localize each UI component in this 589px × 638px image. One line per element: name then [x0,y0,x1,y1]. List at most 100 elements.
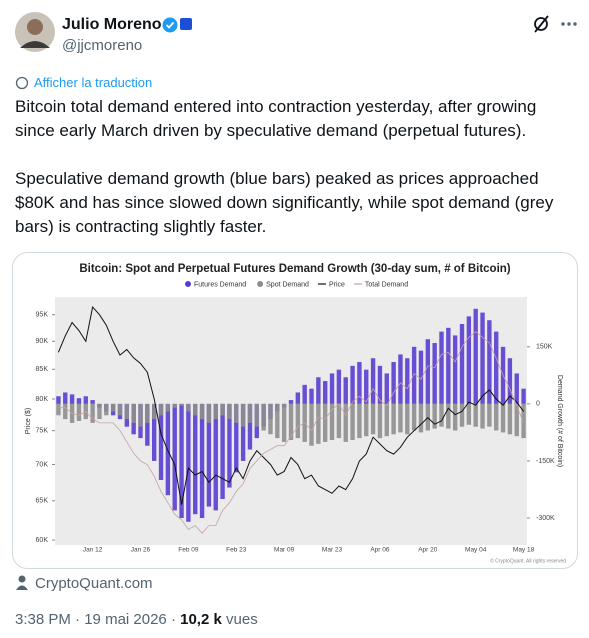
card-source[interactable]: CryptoQuant.com [35,575,153,592]
bar [364,369,369,404]
bar [343,377,348,404]
bar [370,403,376,435]
bar [63,392,68,404]
bar [145,403,150,446]
bar [247,403,253,450]
bar [384,373,389,404]
bar [452,335,458,404]
author-handle[interactable]: @jjcmoreno [62,37,143,54]
bar [377,403,383,439]
bar [507,358,513,404]
bar [466,403,472,425]
bar [405,403,410,435]
bar [281,403,287,442]
x-tick-label: Apr 20 [418,547,438,554]
bar [240,403,246,427]
bar [418,350,424,404]
date[interactable]: 19 mai 2026 [84,611,167,628]
bar [151,403,157,420]
bar [193,403,198,515]
views-label: vues [226,611,258,628]
avatar-face [27,19,43,35]
bar [56,396,61,404]
bar [343,403,348,442]
more-dot[interactable] [561,22,565,26]
bar [323,381,328,404]
bar [275,403,280,439]
legend-label: Price [329,281,345,288]
line [58,331,524,534]
bar [138,403,143,427]
y-tick-label: 80K [36,396,49,403]
bar [227,403,232,420]
bar [446,403,451,429]
y-tick-label: 70K [36,461,49,468]
bar [480,312,485,404]
paragraph: Speculative demand growth (blue bars) pe… [15,169,554,236]
y2-tick-label: -300K [536,515,555,522]
bar [432,403,437,429]
bar [459,403,465,427]
bar [288,400,294,404]
bar [350,365,355,404]
bar [411,403,417,431]
bar [186,403,191,522]
bar [432,343,437,404]
bar [370,358,376,404]
bar [206,403,212,507]
bar [295,403,301,439]
bar [425,339,431,404]
bar [124,403,130,420]
bar [227,403,232,488]
translate-link[interactable]: Afficher la traduction [34,75,153,90]
bar [350,403,355,441]
bar [220,403,225,499]
bar [418,403,424,433]
y2-tick-label: 0 [536,401,540,408]
bar [110,403,116,412]
bar [323,403,328,442]
bar [439,331,444,404]
time[interactable]: 3:38 PM [15,611,71,628]
bar [487,403,492,427]
bar [494,403,499,431]
bar [234,403,239,473]
x-tick-label: Jan 26 [131,547,151,554]
verified-badge [162,17,178,33]
bar [302,384,307,404]
bar [158,403,164,480]
affiliate-badge [180,18,192,30]
bar [76,403,82,421]
bar [480,403,485,429]
bar [90,403,95,423]
bar [63,403,68,420]
bar [97,403,102,420]
more-dot [573,22,577,26]
y-tick-label: 95K [36,312,49,319]
chart-title: Bitcoin: Spot and Perpetual Futures Dema… [79,263,510,275]
bar [69,394,75,404]
bar [384,403,389,437]
bar [459,324,465,404]
bar [357,362,362,404]
bar [172,403,177,511]
bar [398,403,403,433]
bar [521,403,526,439]
bar [165,403,171,412]
author-name[interactable]: Julio Moreno [62,16,162,33]
paragraph: Bitcoin total demand entered into contra… [15,97,537,140]
y-tick-label: 65K [36,498,49,505]
legend-label: Total Demand [365,281,408,288]
bar [405,358,410,404]
bar [295,392,301,404]
bar [316,377,321,404]
y-tick-label: 85K [36,366,49,373]
line [57,306,525,505]
bar [131,403,136,423]
source-icon [18,575,26,583]
bar [76,398,82,404]
bar [56,403,61,416]
grok-icon[interactable] [534,17,548,31]
legend-marker [257,281,264,287]
